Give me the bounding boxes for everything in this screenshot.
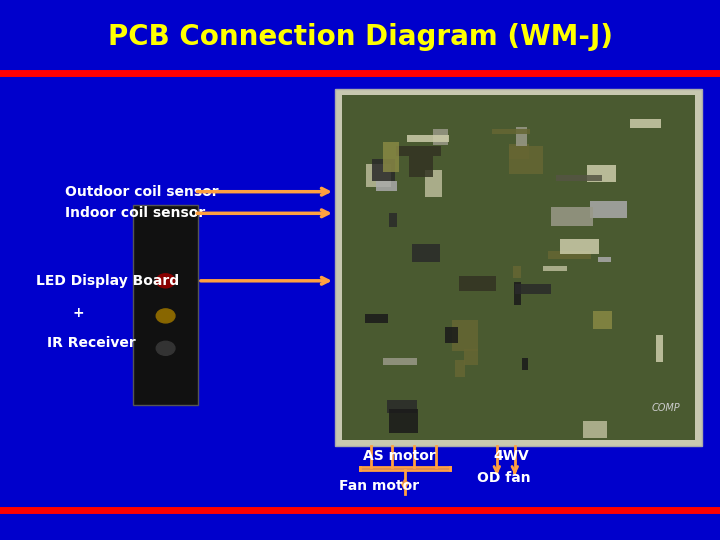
- Bar: [433, 129, 449, 145]
- Bar: [410, 157, 433, 177]
- Text: Outdoor coil sensor: Outdoor coil sensor: [65, 185, 218, 199]
- Bar: [509, 144, 529, 159]
- Bar: [593, 311, 612, 329]
- Bar: [588, 165, 616, 182]
- Text: LED Display Board: LED Display Board: [36, 274, 179, 288]
- Bar: [516, 127, 527, 146]
- Bar: [513, 266, 521, 278]
- Text: 4WV: 4WV: [493, 449, 529, 463]
- Bar: [459, 276, 496, 292]
- Bar: [556, 176, 602, 181]
- Bar: [387, 400, 417, 413]
- Circle shape: [156, 341, 175, 355]
- Bar: [366, 164, 391, 187]
- Circle shape: [156, 309, 175, 323]
- Text: COMP: COMP: [652, 403, 680, 413]
- Bar: [657, 335, 662, 362]
- Bar: [445, 327, 458, 343]
- Bar: [395, 146, 441, 156]
- Bar: [452, 320, 477, 350]
- Bar: [548, 251, 591, 260]
- Text: AS motor: AS motor: [363, 449, 436, 463]
- Bar: [583, 421, 607, 438]
- Bar: [389, 213, 397, 227]
- Bar: [382, 143, 399, 172]
- Bar: [464, 349, 477, 364]
- Text: +: +: [72, 306, 84, 320]
- Bar: [408, 135, 449, 143]
- Bar: [551, 207, 593, 226]
- Bar: [630, 119, 661, 128]
- Bar: [342, 94, 695, 440]
- Text: Indoor coil sensor: Indoor coil sensor: [65, 206, 205, 220]
- Text: OD fan: OD fan: [477, 471, 531, 485]
- Text: IR Receiver: IR Receiver: [47, 336, 135, 350]
- Text: PCB Connection Diagram (WM-J): PCB Connection Diagram (WM-J): [107, 23, 613, 51]
- Bar: [543, 266, 567, 271]
- Bar: [455, 360, 465, 377]
- Bar: [412, 244, 440, 262]
- Bar: [364, 314, 388, 323]
- Bar: [590, 201, 627, 218]
- Bar: [492, 129, 530, 134]
- Bar: [510, 146, 543, 174]
- Bar: [133, 205, 198, 405]
- Bar: [514, 282, 521, 305]
- Bar: [390, 409, 418, 433]
- Bar: [335, 89, 702, 446]
- Bar: [598, 256, 611, 262]
- Bar: [372, 159, 395, 181]
- Bar: [521, 358, 528, 370]
- Bar: [376, 181, 397, 191]
- Bar: [382, 357, 417, 366]
- Bar: [515, 284, 551, 294]
- Bar: [0, 0, 720, 73]
- Bar: [426, 170, 442, 197]
- Bar: [560, 239, 599, 254]
- Text: Fan motor: Fan motor: [339, 479, 420, 493]
- Circle shape: [156, 274, 175, 288]
